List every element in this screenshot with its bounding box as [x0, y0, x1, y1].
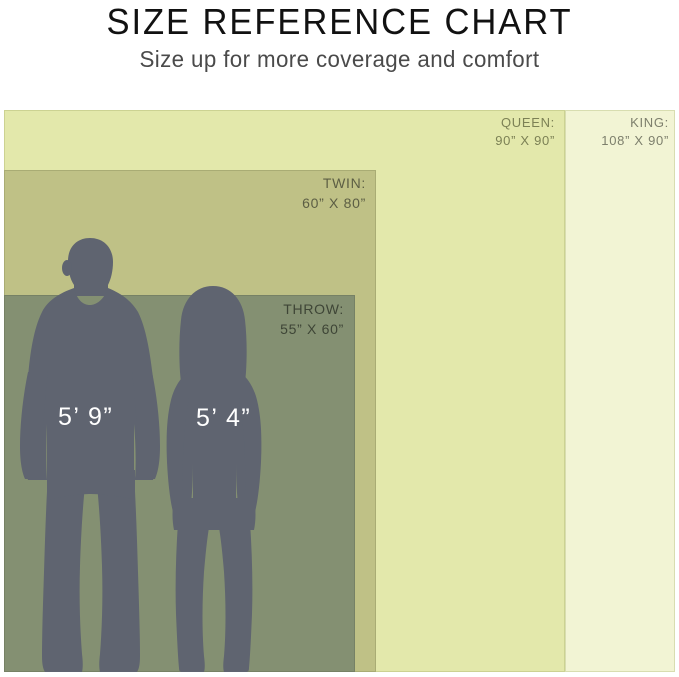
size-label-queen-dims: 90” X 90”: [495, 133, 555, 149]
size-label-king-name: KING:: [630, 115, 669, 130]
chart-header: SIZE REFERENCE CHART Size up for more co…: [0, 0, 679, 104]
size-label-twin-dims: 60” X 80”: [302, 194, 366, 211]
size-label-queen-name: QUEEN:: [500, 115, 555, 130]
size-label-throw: THROW: 55” X 60”: [180, 300, 344, 340]
size-box-king: [565, 110, 675, 672]
size-label-queen: QUEEN: 90” X 90”: [400, 114, 555, 151]
size-label-twin: TWIN: 60” X 80”: [210, 174, 366, 214]
page-title: SIZE REFERENCE CHART: [106, 1, 573, 42]
size-label-king: KING: 108” X 90”: [565, 114, 669, 151]
page-subtitle: Size up for more coverage and comfort: [139, 46, 540, 72]
size-label-twin-name: TWIN:: [322, 175, 366, 191]
size-label-throw-name: THROW:: [283, 301, 344, 317]
size-box-throw: [4, 295, 355, 672]
male-height-caption: 5’ 9”: [58, 403, 114, 431]
female-height-caption: 5’ 4”: [196, 404, 252, 432]
size-label-king-dims: 108” X 90”: [601, 133, 669, 149]
size-label-throw-dims: 55” X 60”: [280, 320, 344, 337]
